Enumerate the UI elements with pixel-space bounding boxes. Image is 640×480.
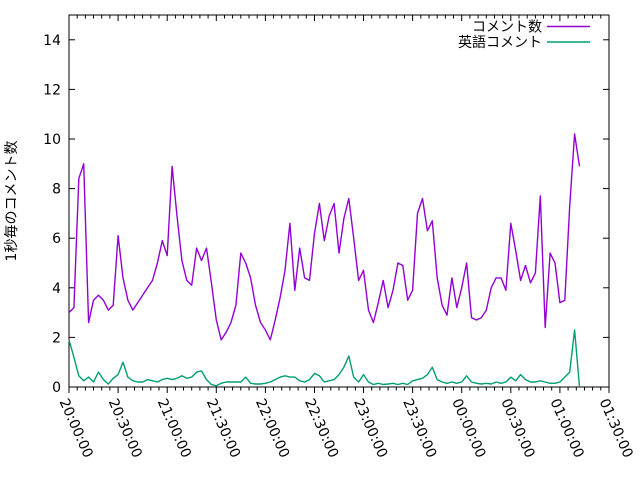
y-tick-label: 12 <box>43 82 61 98</box>
y-tick-label: 2 <box>52 330 61 346</box>
y-tick-label: 10 <box>43 132 61 148</box>
legend-label: コメント数 <box>472 20 542 36</box>
y-tick-label: 4 <box>52 281 61 297</box>
series-line-comments <box>68 133 581 341</box>
y-tick-label: 6 <box>52 231 61 247</box>
y-tick-label: 14 <box>43 33 61 49</box>
y-tick-label: 8 <box>52 182 61 198</box>
y-tick-label: 0 <box>52 380 61 396</box>
y-axis-title: 1秒毎のコメント数 <box>4 141 20 262</box>
plot-border <box>68 14 610 388</box>
series-line-english-comments <box>68 329 581 388</box>
legend-label: 英語コメント <box>458 34 542 51</box>
